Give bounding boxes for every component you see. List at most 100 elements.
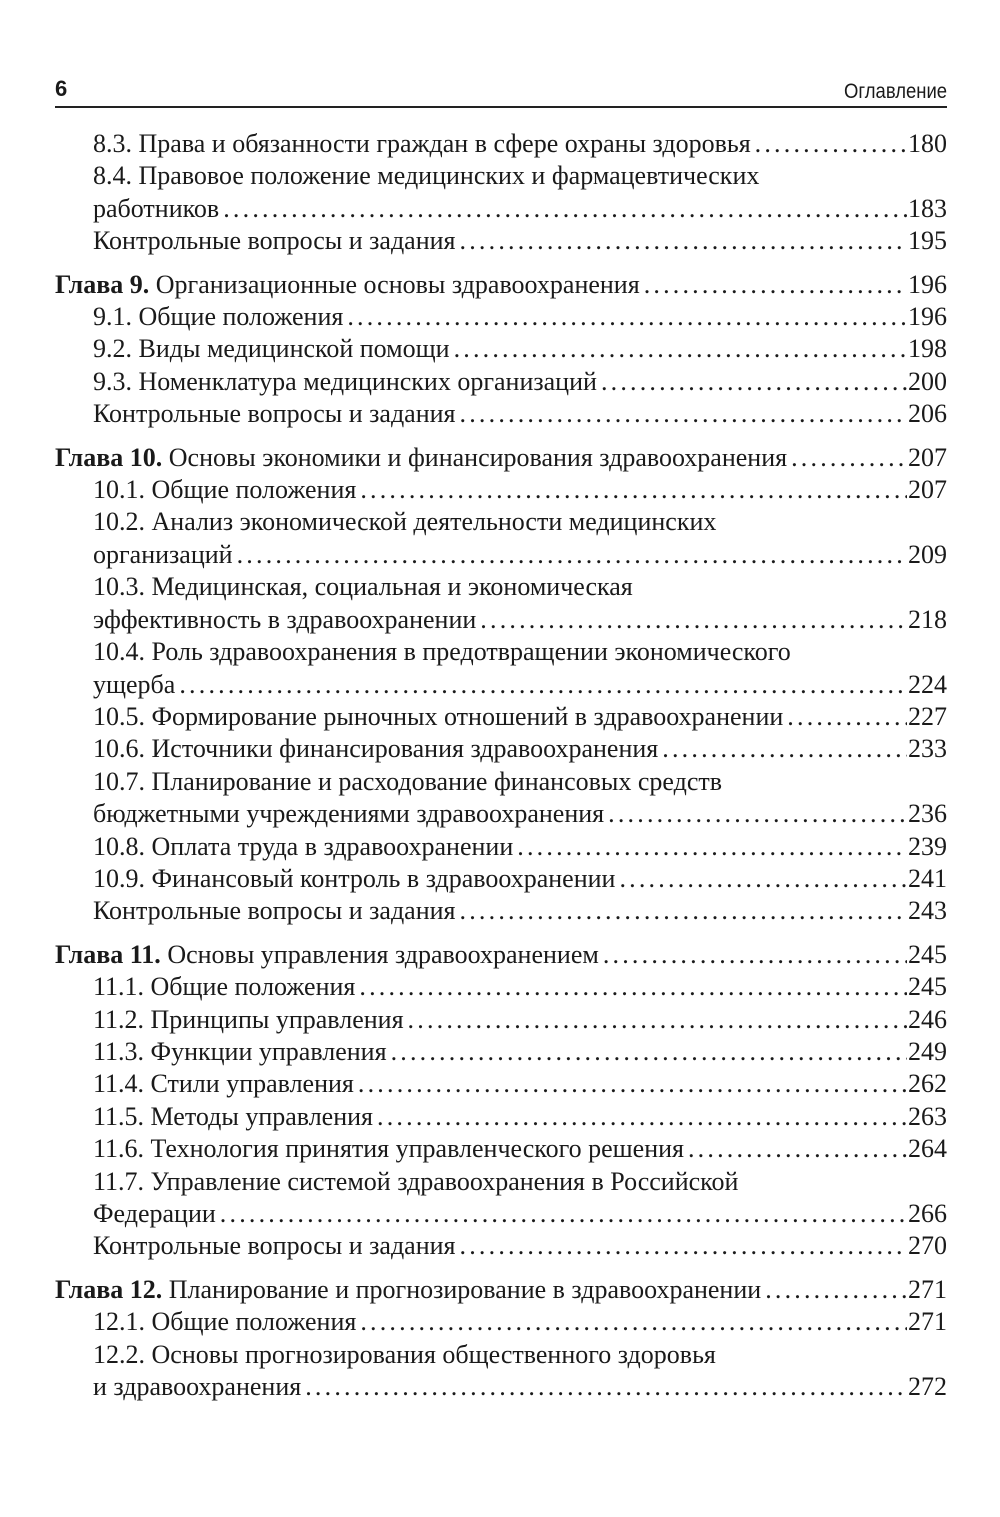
- toc-section-entry: 11.3. Функции управления................…: [55, 1036, 947, 1068]
- dot-leader: ........................................…: [608, 799, 907, 829]
- page-ref: 206: [908, 399, 947, 429]
- entry-title: 9.2. Виды медицинской помощи: [93, 334, 450, 364]
- page-ref: 249: [908, 1036, 947, 1066]
- page-ref: 227: [908, 701, 947, 731]
- toc-line: Глава 11. Основы управления здравоохране…: [55, 939, 947, 971]
- toc-chapter-entry: Глава 9. Организационные основы здравоох…: [55, 269, 947, 301]
- toc-section-entry: 11.4. Стили управления..................…: [55, 1068, 947, 1100]
- toc-section-entry: 11.5. Методы управления.................…: [55, 1101, 947, 1133]
- toc-section-entry: Контрольные вопросы и задания...........…: [55, 1230, 947, 1262]
- toc-section-entry: 9.2. Виды медицинской помощи............…: [55, 333, 947, 365]
- page-ref: 236: [908, 799, 947, 829]
- toc-line: 10.7. Планирование и расходование финанс…: [55, 766, 947, 798]
- entry-title: Федерации: [93, 1199, 216, 1228]
- toc-line: Контрольные вопросы и задания...........…: [55, 398, 947, 430]
- entry-title: Контрольные вопросы и задания: [93, 226, 456, 256]
- entry-title: бюджетными учреждениями здравоохранения: [93, 799, 605, 829]
- page-ref: 270: [908, 1231, 947, 1261]
- toc-section-entry: 10.2. Анализ экономической деятельности …: [55, 506, 947, 571]
- toc-line: 10.4. Роль здравоохранения в предотвраще…: [55, 636, 947, 668]
- entry-title: 11.5. Методы управления: [93, 1101, 374, 1131]
- dot-leader: ........................................…: [407, 1004, 907, 1034]
- entry-title: 12.1. Общие положения: [93, 1307, 357, 1337]
- toc-section-entry: 10.9. Финансовый контроль в здравоохране…: [55, 863, 947, 895]
- page-ref: 271: [908, 1274, 947, 1304]
- entry-title: Глава 12. Планирование и прогнозирование…: [55, 1274, 761, 1306]
- toc-line: 11.7. Управление системой здравоохранени…: [55, 1166, 947, 1198]
- page-ref: 241: [908, 863, 947, 893]
- dot-leader: ........................................…: [791, 442, 907, 472]
- entry-title: эффективность в здравоохранении: [93, 604, 477, 634]
- dot-leader: ........................................…: [459, 399, 907, 429]
- entry-title: 11.2. Принципы управления: [93, 1004, 404, 1034]
- page-number: 6: [55, 76, 68, 101]
- page-ref: 207: [908, 475, 947, 505]
- toc-section-entry: 9.3. Номенклатура медицинских организаци…: [55, 366, 947, 398]
- toc-section-entry: Контрольные вопросы и задания...........…: [55, 895, 947, 927]
- toc-section-entry: 10.8. Оплата труда в здравоохранении....…: [55, 831, 947, 863]
- dot-leader: ........................................…: [459, 226, 907, 256]
- toc-line: Глава 10. Основы экономики и финансирова…: [55, 442, 947, 474]
- entry-title: 10.6. Источники финансирования здравоохр…: [93, 734, 659, 764]
- page-ref: 180: [908, 129, 947, 158]
- dot-leader: ........................................…: [480, 604, 907, 634]
- toc-line: организаций.............................…: [55, 539, 947, 571]
- toc-line: 9.3. Номенклатура медицинских организаци…: [55, 366, 947, 398]
- toc-line: эффективность в здравоохранении.........…: [55, 604, 947, 636]
- dot-leader: ........................................…: [459, 896, 907, 926]
- toc-line: 10.2. Анализ экономической деятельности …: [55, 506, 947, 538]
- entry-title: 8.3. Права и обязанности граждан в сфере…: [93, 129, 751, 158]
- toc-section-entry: 11.2. Принципы управления...............…: [55, 1004, 947, 1036]
- page-ref: 200: [908, 366, 947, 396]
- entry-title: Контрольные вопросы и задания: [93, 399, 456, 429]
- dot-leader: ........................................…: [219, 1199, 907, 1228]
- entry-title: работников: [93, 193, 220, 223]
- toc-line: Контрольные вопросы и задания...........…: [55, 895, 947, 927]
- toc-line: Глава 12. Планирование и прогнозирование…: [55, 1274, 947, 1306]
- toc-section-entry: 8.3. Права и обязанности граждан в сфере…: [55, 128, 947, 160]
- entry-title: 9.3. Номенклатура медицинских организаци…: [93, 366, 597, 396]
- dot-leader: ........................................…: [787, 701, 907, 731]
- toc-section-entry: Контрольные вопросы и задания...........…: [55, 225, 947, 257]
- toc-line: 10.8. Оплата труда в здравоохранении....…: [55, 831, 947, 863]
- entry-title: 10.8. Оплата труда в здравоохранении: [93, 831, 514, 861]
- entry-title: 11.3. Функции управления: [93, 1036, 387, 1066]
- dot-leader: ........................................…: [390, 1036, 907, 1066]
- toc-line: Глава 9. Организационные основы здравоох…: [55, 269, 947, 301]
- toc-section-entry: 10.7. Планирование и расходование финанс…: [55, 766, 947, 831]
- entry-title: 10.2. Анализ экономической деятельности …: [93, 507, 717, 537]
- page-ref: 264: [908, 1134, 947, 1164]
- entry-title: Контрольные вопросы и задания: [93, 1231, 456, 1261]
- page-ref: 239: [908, 831, 947, 861]
- toc-section-entry: 10.5. Формирование рыночных отношений в …: [55, 701, 947, 733]
- page-ref: 233: [908, 734, 947, 764]
- entry-title: 10.9. Финансовый контроль в здравоохране…: [93, 863, 616, 893]
- toc-section-entry: 12.1. Общие положения...................…: [55, 1306, 947, 1338]
- toc-section-entry: 11.7. Управление системой здравоохранени…: [55, 1166, 947, 1231]
- toc-line: 11.3. Функции управления................…: [55, 1036, 947, 1068]
- toc-section-entry: 11.6. Технология принятия управленческог…: [55, 1133, 947, 1165]
- toc-section-entry: 8.4. Правовое положение медицинских и фа…: [55, 160, 947, 225]
- page-ref: 218: [908, 604, 947, 634]
- toc-chapter-entry: Глава 10. Основы экономики и финансирова…: [55, 442, 947, 474]
- page-ref: 196: [908, 302, 947, 332]
- entry-title: Глава 10. Основы экономики и финансирова…: [55, 442, 787, 474]
- page-ref: 209: [908, 539, 947, 569]
- toc-line: 11.6. Технология принятия управленческог…: [55, 1133, 947, 1165]
- page-ref: 224: [908, 669, 947, 699]
- dot-leader: ........................................…: [236, 539, 907, 569]
- toc-line: 11.2. Принципы управления...............…: [55, 1004, 947, 1036]
- page-ref: 196: [908, 269, 947, 299]
- dot-leader: ........................................…: [662, 734, 907, 764]
- dot-leader: ........................................…: [517, 831, 907, 861]
- toc-line: 10.1. Общие положения...................…: [55, 474, 947, 506]
- dot-leader: ........................................…: [754, 129, 907, 158]
- dot-leader: ........................................…: [765, 1274, 907, 1304]
- entry-title: 9.1. Общие положения: [93, 302, 344, 332]
- dot-leader: ........................................…: [347, 302, 907, 332]
- page-ref: 263: [908, 1101, 947, 1131]
- toc-section-entry: 10.3. Медицинская, социальная и экономич…: [55, 571, 947, 636]
- toc-line: 10.9. Финансовый контроль в здравоохране…: [55, 863, 947, 895]
- dot-leader: ........................................…: [223, 193, 907, 223]
- entry-title: ущерба: [93, 669, 176, 699]
